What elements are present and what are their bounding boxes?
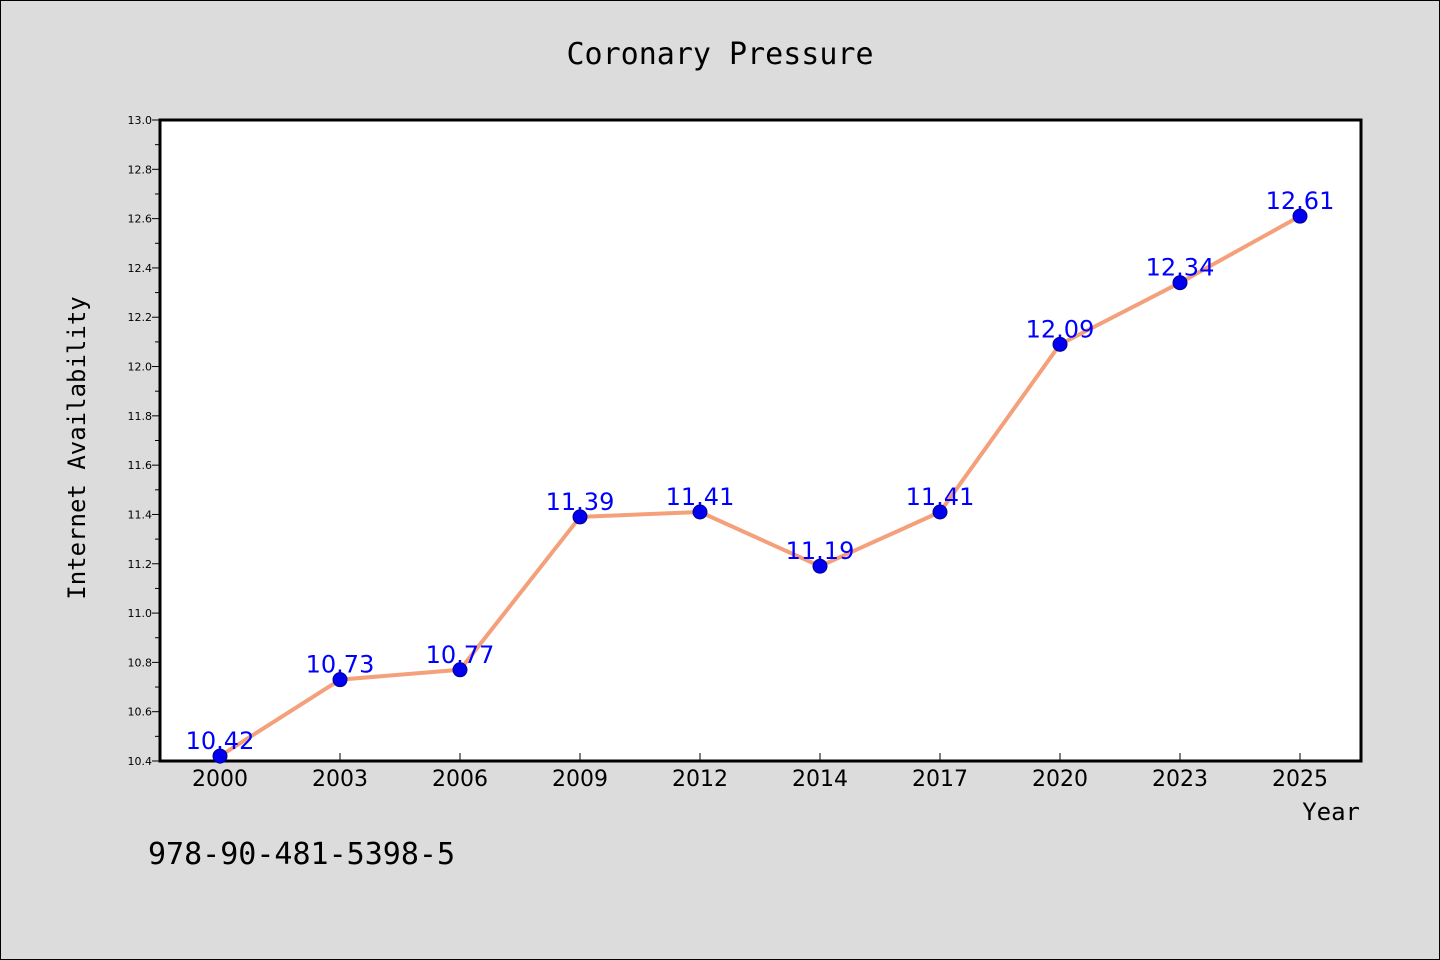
data-label: 11.19: [786, 537, 855, 565]
data-label: 10.42: [186, 727, 255, 755]
data-point: [692, 504, 708, 520]
x-tick-label: 2012: [672, 767, 728, 792]
y-tick-label: 12.0: [128, 361, 153, 374]
x-tick-label: 2014: [792, 767, 848, 792]
data-point: [812, 558, 828, 574]
y-tick-label: 12.8: [128, 163, 153, 176]
data-label: 10.73: [306, 651, 375, 679]
data-label: 11.41: [906, 483, 975, 511]
y-tick-label: 13.0: [128, 114, 153, 127]
data-point: [1172, 275, 1188, 291]
data-point: [332, 672, 348, 688]
y-tick-label: 12.6: [128, 213, 153, 226]
y-tick-label: 10.8: [128, 656, 153, 669]
data-label: 12.34: [1146, 254, 1215, 282]
y-axis-label: Internet Availability: [63, 296, 91, 599]
data-point: [1292, 208, 1308, 224]
data-point: [212, 748, 228, 764]
y-tick-label: 12.4: [128, 262, 153, 275]
x-axis: 2000 2003 2006 2009 2012 2014 2017 2020 2023 2025: [192, 753, 1328, 792]
y-tick-label: 11.6: [128, 459, 153, 472]
y-tick-label: 11.0: [128, 607, 153, 620]
y-tick-label: 12.2: [128, 311, 153, 324]
series-layer: 10.42 10.73 10.77 11.39 11.41 11.19 11.41 12.09…: [186, 187, 1335, 764]
chart-title: Coronary Pressure: [566, 37, 873, 72]
x-tick-label: 2003: [312, 767, 368, 792]
isbn-footer: 978-90-481-5398-5: [148, 837, 455, 872]
y-tick-label: 10.4: [128, 755, 153, 768]
x-tick-label: 2017: [912, 767, 968, 792]
x-tick-label: 2025: [1272, 767, 1328, 792]
x-tick-label: 2023: [1152, 767, 1208, 792]
x-tick-label: 2006: [432, 767, 488, 792]
x-tick-label: 2009: [552, 767, 608, 792]
plot-area: [158, 118, 1363, 763]
data-label: 11.39: [546, 488, 615, 516]
data-point: [932, 504, 948, 520]
x-tick-label: 2000: [192, 767, 248, 792]
y-tick-label: 11.2: [128, 558, 153, 571]
data-label: 12.09: [1026, 315, 1095, 343]
data-point: [452, 662, 468, 678]
y-tick-label: 10.6: [128, 706, 153, 719]
series-line: [218, 214, 1302, 759]
data-label: 10.77: [426, 641, 495, 669]
x-tick-label: 2020: [1032, 767, 1088, 792]
y-tick-label: 11.4: [128, 508, 153, 521]
data-label: 11.41: [666, 483, 735, 511]
data-point: [1052, 336, 1068, 352]
x-axis-label: Year: [1302, 798, 1360, 826]
y-axis: 10.4 10.6 10.8 11.0 11.2 11.4 11.6 11.8 12.0 12.2…: [128, 114, 160, 768]
y-tick-label: 11.8: [128, 410, 153, 423]
data-point: [572, 509, 588, 525]
data-label: 12.61: [1266, 187, 1335, 215]
